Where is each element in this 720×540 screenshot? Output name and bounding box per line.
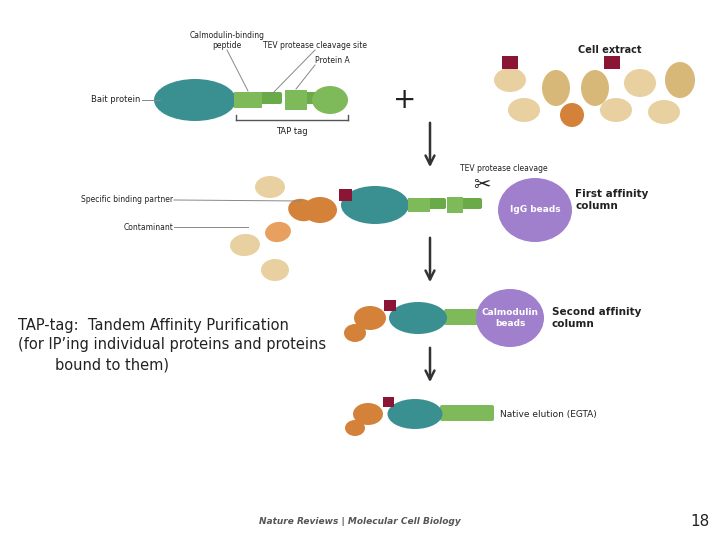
Ellipse shape bbox=[648, 100, 680, 124]
Ellipse shape bbox=[665, 62, 695, 98]
Ellipse shape bbox=[312, 86, 348, 114]
Ellipse shape bbox=[560, 103, 584, 127]
Bar bbox=[384, 300, 396, 310]
Ellipse shape bbox=[303, 197, 337, 223]
Bar bbox=[338, 189, 351, 201]
Ellipse shape bbox=[255, 176, 285, 198]
Ellipse shape bbox=[288, 199, 316, 221]
FancyBboxPatch shape bbox=[460, 198, 482, 209]
Ellipse shape bbox=[265, 222, 291, 242]
Ellipse shape bbox=[154, 79, 236, 121]
Ellipse shape bbox=[344, 324, 366, 342]
Ellipse shape bbox=[354, 306, 386, 330]
Text: TEV protease cleavage site: TEV protease cleavage site bbox=[263, 41, 367, 50]
Ellipse shape bbox=[581, 70, 609, 106]
Ellipse shape bbox=[387, 399, 443, 429]
Bar bbox=[604, 56, 620, 69]
Ellipse shape bbox=[624, 69, 656, 97]
Ellipse shape bbox=[389, 302, 447, 334]
FancyBboxPatch shape bbox=[304, 92, 322, 104]
Ellipse shape bbox=[498, 178, 572, 242]
Text: +: + bbox=[393, 86, 417, 114]
Text: Protein A: Protein A bbox=[315, 56, 350, 65]
FancyBboxPatch shape bbox=[260, 92, 282, 104]
Bar bbox=[285, 90, 307, 110]
Text: ✂: ✂ bbox=[473, 175, 491, 195]
Text: Bait protein: Bait protein bbox=[91, 96, 140, 105]
Text: 18: 18 bbox=[690, 515, 710, 530]
Text: Specific binding partner: Specific binding partner bbox=[81, 195, 173, 205]
Text: TAP tag: TAP tag bbox=[276, 127, 308, 136]
Text: TAP-tag:  Tandem Affinity Purification
(for IP’ing individual proteins and prote: TAP-tag: Tandem Affinity Purification (f… bbox=[18, 318, 326, 372]
Text: Cell extract: Cell extract bbox=[578, 45, 642, 55]
Ellipse shape bbox=[341, 186, 409, 224]
Text: Contaminant: Contaminant bbox=[123, 222, 173, 232]
Bar bbox=[382, 397, 394, 407]
Ellipse shape bbox=[600, 98, 632, 122]
Ellipse shape bbox=[345, 420, 365, 436]
Text: IgG beads: IgG beads bbox=[510, 206, 560, 214]
Text: Native elution (EGTA): Native elution (EGTA) bbox=[500, 409, 597, 418]
Bar bbox=[447, 197, 463, 213]
FancyBboxPatch shape bbox=[440, 405, 494, 421]
Ellipse shape bbox=[476, 289, 544, 347]
Text: Second affinity
column: Second affinity column bbox=[552, 307, 642, 329]
Ellipse shape bbox=[353, 403, 383, 425]
Ellipse shape bbox=[230, 234, 260, 256]
Text: TEV protease cleavage: TEV protease cleavage bbox=[460, 164, 548, 173]
Text: First affinity
column: First affinity column bbox=[575, 189, 649, 211]
Ellipse shape bbox=[508, 98, 540, 122]
Bar bbox=[234, 92, 262, 108]
FancyBboxPatch shape bbox=[444, 309, 486, 325]
Ellipse shape bbox=[494, 68, 526, 92]
FancyBboxPatch shape bbox=[428, 198, 446, 209]
Text: Calmodulin
beads: Calmodulin beads bbox=[482, 308, 539, 328]
Bar bbox=[502, 56, 518, 69]
Ellipse shape bbox=[261, 259, 289, 281]
Text: Calmodulin-binding
peptide: Calmodulin-binding peptide bbox=[189, 31, 264, 50]
Ellipse shape bbox=[542, 70, 570, 106]
Bar bbox=[408, 198, 430, 212]
Text: Nature Reviews | Molecular Cell Biology: Nature Reviews | Molecular Cell Biology bbox=[259, 517, 461, 526]
